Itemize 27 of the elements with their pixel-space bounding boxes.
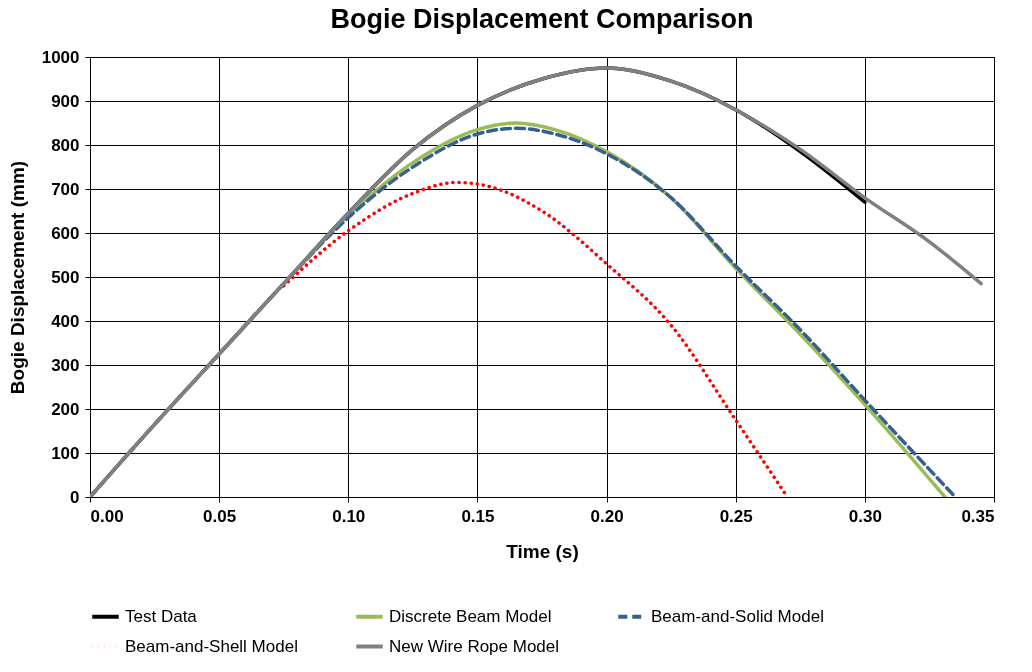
- legend-label: Beam-and-Shell Model: [125, 636, 298, 656]
- y-tick-label: 600: [51, 223, 80, 243]
- x-tick-label: 0.30: [848, 506, 882, 526]
- y-tick-label: 200: [51, 399, 80, 419]
- x-tick-label: 0.25: [719, 506, 753, 526]
- legend-label: Test Data: [125, 606, 198, 626]
- y-tick-label: 400: [51, 311, 80, 331]
- y-tick-label: 700: [51, 179, 80, 199]
- chart-title: Bogie Displacement Comparison: [330, 4, 754, 34]
- legend-label: Discrete Beam Model: [389, 606, 552, 626]
- x-tick-label: 0.35: [961, 506, 995, 526]
- x-tick-label: 0.20: [590, 506, 624, 526]
- legend-label: New Wire Rope Model: [389, 636, 560, 656]
- y-tick-label: 500: [51, 267, 80, 287]
- y-tick-label: 900: [51, 91, 80, 111]
- y-tick-label: 100: [51, 443, 80, 463]
- y-tick-label: 0: [70, 487, 80, 507]
- x-tick-label: 0.05: [203, 506, 237, 526]
- x-axis-title: Time (s): [506, 540, 579, 562]
- x-tick-label: 0.00: [90, 506, 124, 526]
- legend-label: Beam-and-Solid Model: [651, 606, 824, 626]
- y-axis-title: Bogie Displacement (mm): [6, 160, 28, 395]
- x-tick-label: 0.10: [332, 506, 366, 526]
- y-tick-label: 1000: [41, 47, 80, 67]
- x-tick-label: 0.15: [461, 506, 495, 526]
- y-tick-label: 800: [51, 135, 80, 155]
- y-tick-label: 300: [51, 355, 80, 375]
